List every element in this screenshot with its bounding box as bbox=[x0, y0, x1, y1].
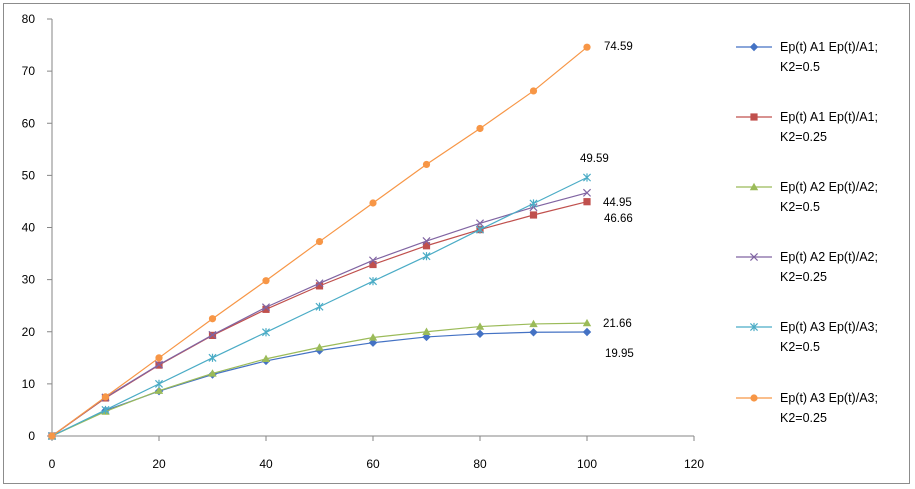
data-point bbox=[529, 211, 538, 219]
data-point bbox=[422, 237, 431, 246]
chart-frame bbox=[3, 3, 910, 484]
legend-label: Ep(t) A1 Ep(t)/A1; bbox=[780, 110, 878, 124]
data-point bbox=[475, 219, 485, 228]
legend-label: K2=0.25 bbox=[780, 270, 827, 284]
data-point bbox=[529, 87, 538, 95]
data-point bbox=[315, 302, 324, 311]
data-label: 74.59 bbox=[604, 41, 633, 53]
data-point bbox=[48, 432, 56, 440]
x-tick-label: 120 bbox=[684, 457, 704, 471]
data-label: 21.66 bbox=[603, 318, 632, 330]
data-point bbox=[208, 315, 217, 323]
data-point bbox=[422, 327, 431, 335]
data-point bbox=[368, 333, 378, 341]
data-point bbox=[475, 322, 485, 330]
legend-marker bbox=[749, 322, 759, 332]
data-point bbox=[476, 124, 484, 133]
legend-marker bbox=[750, 394, 758, 402]
data-point bbox=[475, 225, 485, 234]
legend-label: K2=0.5 bbox=[780, 340, 820, 354]
data-point bbox=[582, 173, 592, 182]
data-point bbox=[262, 305, 270, 313]
data-point bbox=[315, 279, 324, 288]
x-tick-label: 60 bbox=[366, 457, 380, 471]
legend-label: K2=0.5 bbox=[780, 60, 820, 74]
legend-label: K2=0.5 bbox=[780, 200, 820, 214]
legend-label: Ep(t) A2 Ep(t)/A2; bbox=[780, 180, 878, 194]
data-point bbox=[582, 318, 592, 327]
y-tick-label: 10 bbox=[22, 377, 36, 391]
data-point bbox=[208, 353, 217, 362]
x-tick-label: 40 bbox=[259, 457, 273, 471]
legend-label: Ep(t) A3 Ep(t)/A3; bbox=[780, 320, 878, 334]
legend-marker bbox=[749, 182, 759, 191]
data-point bbox=[368, 277, 378, 286]
y-tick-label: 60 bbox=[22, 116, 36, 130]
data-point bbox=[583, 198, 591, 206]
data-label: 46.66 bbox=[604, 213, 633, 225]
y-tick-label: 70 bbox=[22, 64, 36, 78]
data-point bbox=[422, 252, 431, 261]
legend-marker bbox=[750, 113, 758, 121]
x-tick-label: 0 bbox=[49, 457, 56, 471]
data-point bbox=[261, 303, 271, 312]
data-point bbox=[475, 329, 485, 339]
data-point bbox=[261, 328, 271, 337]
data-label: 19.95 bbox=[605, 348, 634, 360]
data-point bbox=[208, 330, 217, 339]
y-tick-label: 30 bbox=[22, 273, 36, 287]
x-tick-label: 20 bbox=[152, 457, 166, 471]
data-point bbox=[529, 328, 538, 337]
data-point bbox=[529, 199, 538, 208]
data-point bbox=[154, 379, 164, 388]
data-point bbox=[315, 237, 324, 246]
y-tick-label: 0 bbox=[28, 429, 35, 443]
data-point bbox=[422, 160, 431, 169]
data-point bbox=[315, 343, 324, 351]
series-line-4 bbox=[51, 192, 588, 437]
legend-label: Ep(t) A3 Ep(t)/A3; bbox=[780, 391, 878, 405]
data-point bbox=[208, 369, 217, 377]
data-label: 44.95 bbox=[603, 197, 632, 209]
data-point bbox=[583, 43, 591, 51]
legend-label: K2=0.25 bbox=[780, 130, 827, 144]
data-point bbox=[154, 360, 164, 369]
data-point bbox=[422, 242, 431, 250]
y-tick-label: 50 bbox=[22, 168, 36, 182]
x-tick-label: 80 bbox=[473, 457, 487, 471]
data-point bbox=[368, 256, 378, 265]
data-point bbox=[369, 199, 377, 207]
data-point bbox=[582, 188, 592, 197]
data-point bbox=[582, 327, 592, 337]
data-point bbox=[154, 386, 164, 394]
legend-label: Ep(t) A1 Ep(t)/A1; bbox=[780, 40, 878, 54]
legend-label: K2=0.25 bbox=[780, 411, 827, 425]
data-label: 49.59 bbox=[580, 153, 609, 165]
y-tick-label: 40 bbox=[22, 221, 36, 235]
legend-label: Ep(t) A2 Ep(t)/A2; bbox=[780, 250, 878, 264]
data-point bbox=[529, 319, 538, 328]
series-line-3 bbox=[51, 322, 588, 437]
data-point bbox=[369, 260, 377, 269]
data-point bbox=[101, 393, 110, 401]
data-point bbox=[315, 282, 324, 290]
x-tick-label: 100 bbox=[577, 457, 597, 471]
data-point bbox=[262, 277, 270, 285]
data-point bbox=[101, 405, 110, 415]
data-point bbox=[155, 354, 163, 362]
legend-marker bbox=[749, 42, 759, 52]
data-point bbox=[261, 354, 271, 363]
legend-marker bbox=[749, 252, 759, 262]
y-tick-label: 20 bbox=[22, 325, 36, 339]
y-tick-label: 80 bbox=[22, 12, 36, 26]
